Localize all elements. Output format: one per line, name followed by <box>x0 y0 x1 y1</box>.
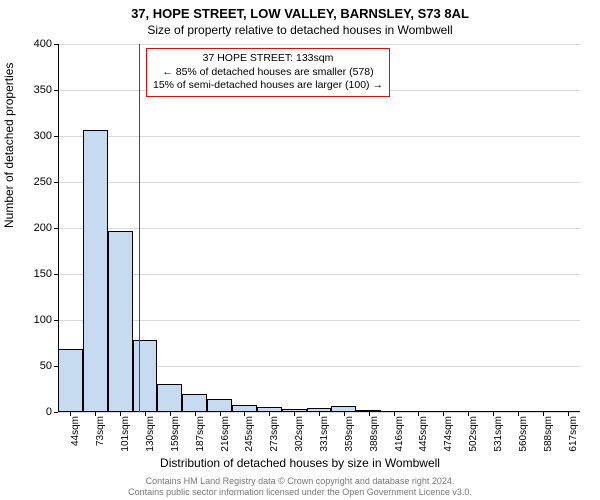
annotation-line-3: 15% of semi-detached houses are larger (… <box>153 79 383 93</box>
xtick-label: 388sqm <box>369 416 380 466</box>
ytick-label: 150 <box>12 268 52 280</box>
xtick-mark <box>120 412 121 416</box>
xtick-label: 416sqm <box>394 416 405 466</box>
xtick-mark <box>443 412 444 416</box>
xtick-mark <box>394 412 395 416</box>
xtick-label: 502sqm <box>468 416 479 466</box>
xtick-label: 130sqm <box>145 416 156 466</box>
xtick-mark <box>369 412 370 416</box>
xtick-label: 531sqm <box>493 416 504 466</box>
y-axis-line <box>58 44 59 412</box>
ytick-mark <box>54 44 58 45</box>
annotation-line-1: 37 HOPE STREET: 133sqm <box>153 52 383 66</box>
ytick-mark <box>54 320 58 321</box>
xtick-mark <box>468 412 469 416</box>
xtick-label: 44sqm <box>70 416 81 466</box>
footer-line-1: Contains HM Land Registry data © Crown c… <box>0 476 600 487</box>
ytick-mark <box>54 228 58 229</box>
xtick-mark <box>95 412 96 416</box>
plot-area: 37 HOPE STREET: 133sqm← 85% of detached … <box>58 44 580 412</box>
chart-title-main: 37, HOPE STREET, LOW VALLEY, BARNSLEY, S… <box>0 0 600 21</box>
ytick-mark <box>54 90 58 91</box>
xtick-label: 617sqm <box>568 416 579 466</box>
xtick-mark <box>543 412 544 416</box>
xtick-label: 588sqm <box>543 416 554 466</box>
xtick-mark <box>170 412 171 416</box>
footer-line-2: Contains public sector information licen… <box>0 487 600 498</box>
xtick-mark <box>493 412 494 416</box>
xtick-label: 302sqm <box>294 416 305 466</box>
reference-line <box>139 44 140 412</box>
ytick-label: 200 <box>12 222 52 234</box>
xtick-mark <box>70 412 71 416</box>
gridline <box>58 320 580 321</box>
histogram-bar <box>58 349 83 412</box>
ytick-label: 50 <box>12 360 52 372</box>
xtick-label: 359sqm <box>344 416 355 466</box>
ytick-mark <box>54 182 58 183</box>
xtick-mark <box>344 412 345 416</box>
ytick-label: 400 <box>12 38 52 50</box>
xtick-label: 273sqm <box>269 416 280 466</box>
xtick-label: 245sqm <box>244 416 255 466</box>
xtick-label: 445sqm <box>418 416 429 466</box>
gridline <box>58 228 580 229</box>
ytick-mark <box>54 412 58 413</box>
xtick-mark <box>195 412 196 416</box>
histogram-bar <box>108 231 133 412</box>
gridline <box>58 136 580 137</box>
xtick-mark <box>294 412 295 416</box>
histogram-bar <box>83 130 108 412</box>
ytick-label: 100 <box>12 314 52 326</box>
xtick-mark <box>145 412 146 416</box>
xtick-mark <box>269 412 270 416</box>
xtick-label: 560sqm <box>518 416 529 466</box>
ytick-mark <box>54 136 58 137</box>
xtick-mark <box>568 412 569 416</box>
histogram-bar <box>182 394 207 412</box>
xtick-mark <box>244 412 245 416</box>
ytick-mark <box>54 274 58 275</box>
ytick-label: 350 <box>12 84 52 96</box>
gridline <box>58 182 580 183</box>
xtick-label: 159sqm <box>170 416 181 466</box>
xtick-label: 216sqm <box>220 416 231 466</box>
ytick-label: 300 <box>12 130 52 142</box>
ytick-mark <box>54 366 58 367</box>
xtick-mark <box>418 412 419 416</box>
xtick-label: 187sqm <box>195 416 206 466</box>
xtick-mark <box>518 412 519 416</box>
xtick-label: 73sqm <box>95 416 106 466</box>
histogram-bar <box>133 340 158 412</box>
gridline <box>58 274 580 275</box>
ytick-label: 0 <box>12 406 52 418</box>
histogram-bar <box>157 384 182 412</box>
xtick-mark <box>319 412 320 416</box>
ytick-label: 250 <box>12 176 52 188</box>
gridline <box>58 44 580 45</box>
annotation-line-2: ← 85% of detached houses are smaller (57… <box>153 66 383 80</box>
chart-title-sub: Size of property relative to detached ho… <box>0 21 600 41</box>
footer-attribution: Contains HM Land Registry data © Crown c… <box>0 476 600 498</box>
xtick-label: 331sqm <box>319 416 330 466</box>
xtick-mark <box>220 412 221 416</box>
xtick-label: 101sqm <box>120 416 131 466</box>
chart-container: 37, HOPE STREET, LOW VALLEY, BARNSLEY, S… <box>0 0 600 500</box>
xtick-label: 474sqm <box>443 416 454 466</box>
annotation-box: 37 HOPE STREET: 133sqm← 85% of detached … <box>146 48 390 97</box>
